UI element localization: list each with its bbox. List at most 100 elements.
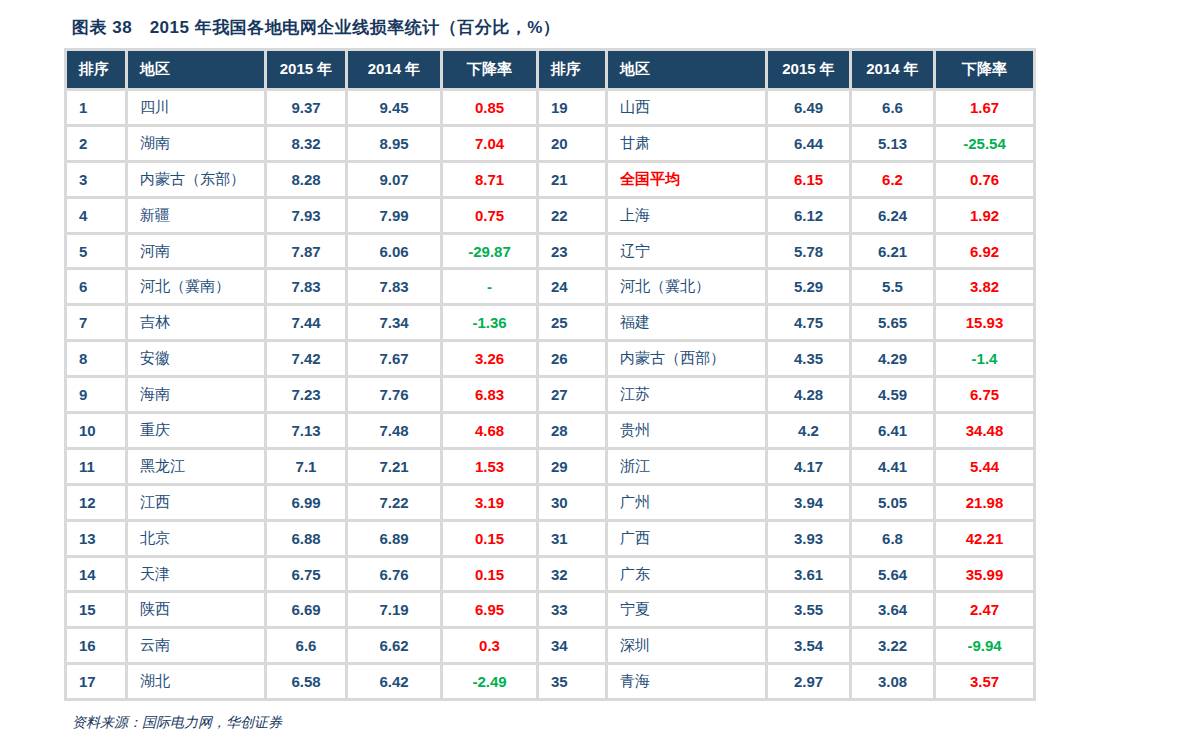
value-2015-cell: 4.28: [767, 377, 851, 413]
value-2014-cell: 7.99: [347, 197, 442, 233]
rank-cell: 35: [538, 664, 607, 700]
value-2015-cell: 4.17: [767, 448, 851, 484]
decline-cell: 3.82: [935, 269, 1035, 305]
region-cell: 新疆: [127, 197, 266, 233]
column-header-3: 2014 年: [347, 50, 442, 90]
region-cell: 湖北: [127, 664, 266, 700]
decline-cell: 15.93: [935, 305, 1035, 341]
column-header-1: 地区: [127, 50, 266, 90]
value-2015-cell: 8.28: [266, 161, 347, 197]
decline-cell: 3.57: [935, 664, 1035, 700]
region-cell: 内蒙古（西部）: [607, 341, 767, 377]
value-2014-cell: 7.21: [347, 448, 442, 484]
value-2014-cell: 9.07: [347, 161, 442, 197]
value-2014-cell: 7.67: [347, 341, 442, 377]
region-cell: 福建: [607, 305, 767, 341]
value-2014-cell: 6.2: [851, 161, 935, 197]
value-2015-cell: 4.2: [767, 413, 851, 449]
decline-cell: 8.71: [442, 161, 538, 197]
decline-cell: 1.53: [442, 448, 538, 484]
region-cell: 深圳: [607, 628, 767, 664]
value-2015-cell: 8.32: [266, 125, 347, 161]
value-2015-cell: 6.99: [266, 484, 347, 520]
value-2015-cell: 3.61: [767, 556, 851, 592]
value-2014-cell: 5.65: [851, 305, 935, 341]
region-cell: 青海: [607, 664, 767, 700]
table-row: 5河南7.876.06-29.8723辽宁5.786.216.92: [66, 233, 1035, 269]
value-2014-cell: 5.13: [851, 125, 935, 161]
region-cell: 安徽: [127, 341, 266, 377]
decline-cell: 5.44: [935, 448, 1035, 484]
region-cell: 天津: [127, 556, 266, 592]
region-cell: 广西: [607, 520, 767, 556]
value-2015-cell: 6.6: [266, 628, 347, 664]
column-header-6: 地区: [607, 50, 767, 90]
region-cell: 云南: [127, 628, 266, 664]
value-2015-cell: 6.75: [266, 556, 347, 592]
value-2015-cell: 6.12: [767, 197, 851, 233]
decline-cell: 1.92: [935, 197, 1035, 233]
value-2014-cell: 3.22: [851, 628, 935, 664]
rank-cell: 4: [66, 197, 127, 233]
rank-cell: 15: [66, 592, 127, 628]
value-2014-cell: 6.6: [851, 90, 935, 126]
table-row: 4新疆7.937.990.7522上海6.126.241.92: [66, 197, 1035, 233]
value-2014-cell: 6.76: [347, 556, 442, 592]
rank-cell: 16: [66, 628, 127, 664]
region-cell: 江苏: [607, 377, 767, 413]
rank-cell: 29: [538, 448, 607, 484]
decline-cell: -9.94: [935, 628, 1035, 664]
value-2015-cell: 5.78: [767, 233, 851, 269]
value-2015-cell: 6.58: [266, 664, 347, 700]
rank-cell: 11: [66, 448, 127, 484]
region-cell: 广东: [607, 556, 767, 592]
value-2015-cell: 6.69: [266, 592, 347, 628]
figure-title: 图表 38 2015 年我国各地电网企业线损率统计（百分比，%）: [72, 0, 1191, 39]
decline-cell: -: [442, 269, 538, 305]
region-cell: 黑龙江: [127, 448, 266, 484]
region-cell: 贵州: [607, 413, 767, 449]
value-2014-cell: 6.89: [347, 520, 442, 556]
decline-cell: 3.26: [442, 341, 538, 377]
report-page: 图表 38 2015 年我国各地电网企业线损率统计（百分比，%） 排序地区201…: [0, 0, 1191, 742]
value-2014-cell: 4.41: [851, 448, 935, 484]
value-2015-cell: 6.88: [266, 520, 347, 556]
value-2015-cell: 5.29: [767, 269, 851, 305]
value-2014-cell: 6.42: [347, 664, 442, 700]
column-header-9: 下降率: [935, 50, 1035, 90]
source-note: 资料来源：国际电力网，华创证券: [72, 714, 1191, 732]
rank-cell: 31: [538, 520, 607, 556]
value-2014-cell: 7.34: [347, 305, 442, 341]
column-header-7: 2015 年: [767, 50, 851, 90]
value-2015-cell: 3.93: [767, 520, 851, 556]
decline-cell: 42.21: [935, 520, 1035, 556]
decline-cell: 34.48: [935, 413, 1035, 449]
decline-cell: -29.87: [442, 233, 538, 269]
table-row: 12江西6.997.223.1930广州3.945.0521.98: [66, 484, 1035, 520]
value-2014-cell: 8.95: [347, 125, 442, 161]
decline-cell: -25.54: [935, 125, 1035, 161]
value-2014-cell: 6.24: [851, 197, 935, 233]
rank-cell: 21: [538, 161, 607, 197]
rank-cell: 2: [66, 125, 127, 161]
region-cell: 湖南: [127, 125, 266, 161]
rank-cell: 1: [66, 90, 127, 126]
rank-cell: 10: [66, 413, 127, 449]
decline-cell: 6.83: [442, 377, 538, 413]
table-row: 11黑龙江7.17.211.5329浙江4.174.415.44: [66, 448, 1035, 484]
decline-cell: -2.49: [442, 664, 538, 700]
value-2014-cell: 4.29: [851, 341, 935, 377]
rank-cell: 17: [66, 664, 127, 700]
decline-cell: 0.15: [442, 556, 538, 592]
column-header-8: 2014 年: [851, 50, 935, 90]
value-2015-cell: 6.44: [767, 125, 851, 161]
value-2015-cell: 4.35: [767, 341, 851, 377]
value-2014-cell: 7.76: [347, 377, 442, 413]
value-2014-cell: 7.48: [347, 413, 442, 449]
region-cell: 宁夏: [607, 592, 767, 628]
decline-cell: 4.68: [442, 413, 538, 449]
table-row: 13北京6.886.890.1531广西3.936.842.21: [66, 520, 1035, 556]
value-2015-cell: 7.42: [266, 341, 347, 377]
rank-cell: 26: [538, 341, 607, 377]
region-cell: 上海: [607, 197, 767, 233]
